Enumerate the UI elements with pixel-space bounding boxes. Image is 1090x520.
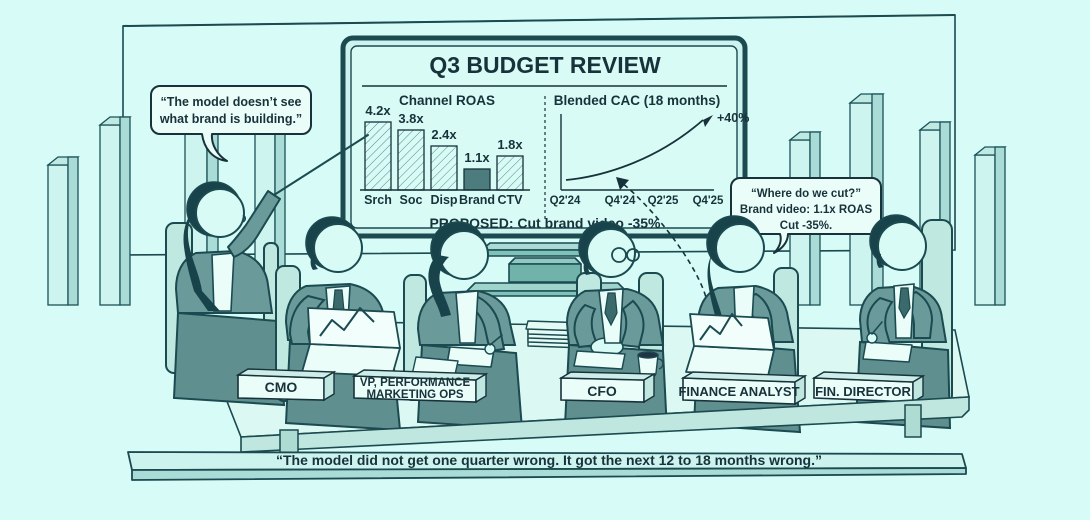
svg-text:Q4'25: Q4'25 (693, 195, 724, 207)
svg-text:Brand: Brand (459, 193, 495, 207)
svg-text:FIN. DIRECTOR: FIN. DIRECTOR (815, 384, 911, 399)
svg-text:CMO: CMO (265, 379, 298, 395)
svg-text:Q2'25: Q2'25 (648, 195, 679, 207)
svg-text:2.4x: 2.4x (431, 127, 457, 142)
svg-text:CFO: CFO (587, 383, 617, 399)
svg-text:Blended CAC (18 months): Blended CAC (18 months) (554, 93, 721, 108)
svg-text:what brand is building.”: what brand is building.” (159, 112, 302, 126)
svg-text:Brand video: 1.1x ROAS: Brand video: 1.1x ROAS (740, 204, 873, 216)
svg-text:Srch: Srch (364, 193, 392, 207)
svg-text:+40%: +40% (717, 111, 749, 125)
svg-text:“The model did not get one qua: “The model did not get one quarter wrong… (276, 452, 822, 468)
svg-text:4.2x: 4.2x (365, 103, 391, 118)
svg-text:3.8x: 3.8x (398, 111, 424, 126)
svg-text:VP, PERFORMANCE: VP, PERFORMANCE (360, 377, 471, 389)
svg-text:MARKETING OPS: MARKETING OPS (366, 389, 463, 401)
svg-text:Q4'24: Q4'24 (605, 195, 636, 207)
svg-text:Cut -35%.: Cut -35%. (780, 220, 832, 232)
svg-text:1.8x: 1.8x (497, 137, 523, 152)
svg-text:“Where do we cut?”: “Where do we cut?” (751, 188, 861, 200)
svg-text:Channel ROAS: Channel ROAS (399, 93, 495, 108)
svg-text:Disp: Disp (430, 193, 457, 207)
svg-text:CTV: CTV (498, 193, 524, 207)
svg-text:Q3 BUDGET REVIEW: Q3 BUDGET REVIEW (429, 52, 661, 78)
svg-text:FINANCE ANALYST: FINANCE ANALYST (678, 384, 799, 399)
svg-text:Soc: Soc (400, 193, 423, 207)
svg-text:Q2'24: Q2'24 (550, 195, 581, 207)
svg-text:“The model doesn’t see: “The model doesn’t see (160, 95, 301, 109)
svg-text:1.1x: 1.1x (464, 150, 490, 165)
